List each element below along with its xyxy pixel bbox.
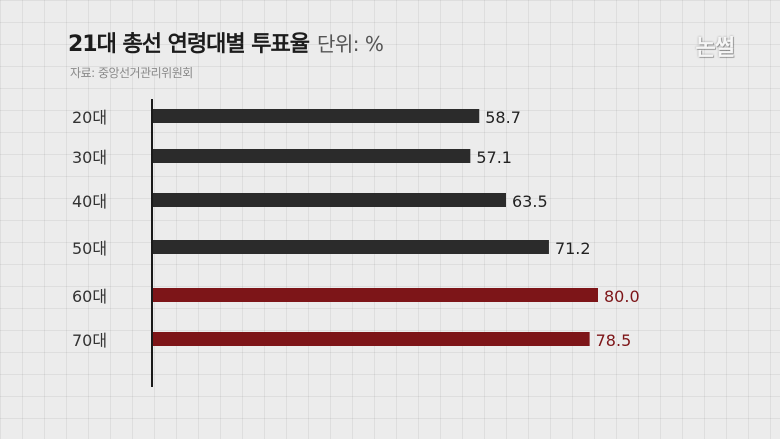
value-label: 63.5 xyxy=(512,192,548,211)
value-label: 57.1 xyxy=(476,148,512,167)
broadcaster-logo: 논썰 xyxy=(695,36,735,61)
source-note: 자료: 중앙선거관리위원회 xyxy=(70,66,193,80)
category-label: 40대 xyxy=(72,192,107,211)
value-label: 80.0 xyxy=(604,287,640,306)
category-label: 20대 xyxy=(72,108,107,127)
value-label: 71.2 xyxy=(555,239,591,258)
bar xyxy=(152,149,471,163)
unit-label: 단위: % xyxy=(317,32,384,56)
category-label: 30대 xyxy=(72,148,107,167)
bar xyxy=(152,332,590,346)
chart-header: 21대 총선 연령대별 투표율 단위: % xyxy=(68,26,384,58)
chart-title: 21대 총선 연령대별 투표율 xyxy=(68,32,310,57)
category-label: 60대 xyxy=(72,287,107,306)
bar xyxy=(152,288,598,302)
value-label: 58.7 xyxy=(485,108,521,127)
bar xyxy=(152,240,549,254)
bar xyxy=(152,193,507,207)
category-label: 70대 xyxy=(72,331,107,350)
category-label: 50대 xyxy=(72,239,107,258)
bar xyxy=(152,109,480,123)
value-label: 78.5 xyxy=(596,331,632,350)
